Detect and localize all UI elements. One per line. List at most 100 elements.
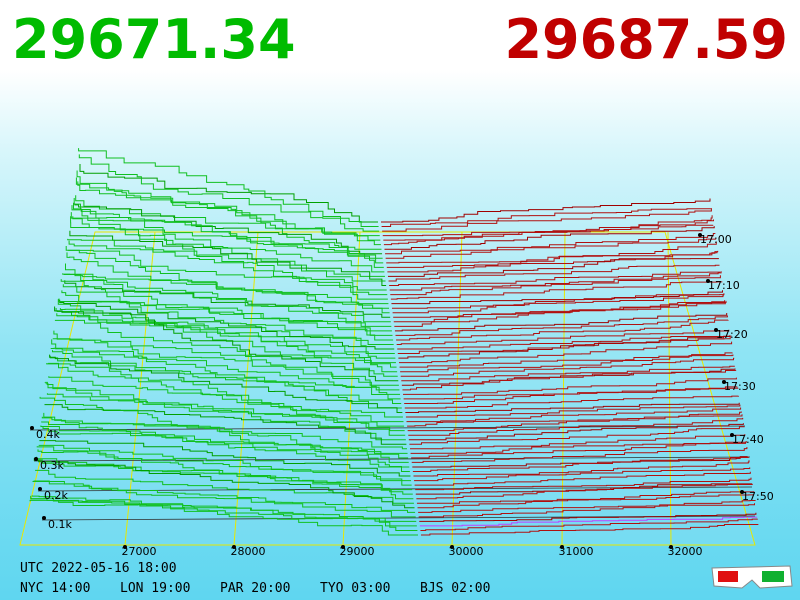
- tick-dot: [341, 545, 345, 549]
- ask-depth-line: [384, 226, 715, 250]
- floor-line: [667, 231, 672, 546]
- tick-dot: [42, 516, 46, 520]
- floor-line: [233, 231, 259, 546]
- bid-depth-line: [31, 495, 417, 522]
- ask-depth-line: [381, 198, 711, 223]
- bid-depth-line: [55, 308, 398, 373]
- ask-depth-line: [419, 512, 757, 522]
- ask-depth-line: [394, 300, 727, 327]
- bid-depth-line: [59, 299, 395, 350]
- bid-depth-line: [76, 170, 381, 241]
- ask-depth-line: [392, 293, 725, 314]
- ask-depth-line: [400, 354, 734, 373]
- bid-depth-line: [66, 252, 389, 305]
- bid-depth-line: [57, 310, 396, 364]
- ask-depth-line: [386, 241, 717, 264]
- ask-depth-line: [414, 471, 751, 486]
- bid-depth-line: [51, 339, 401, 400]
- bid-depth-line: [52, 338, 400, 391]
- bid-depth-line: [38, 444, 412, 482]
- ask-depth-line: [412, 456, 749, 472]
- bid-depth-line: [35, 459, 414, 500]
- time-label: 17:00: [700, 233, 732, 246]
- ask-depth-line: [383, 224, 714, 241]
- ask-depth-line: [381, 208, 712, 228]
- price-label: 29000: [340, 545, 375, 558]
- ask-depth-line: [416, 484, 753, 500]
- ask-depth-line: [416, 494, 754, 504]
- ask-depth-line: [392, 294, 724, 309]
- city-clock: NYC 14:00: [20, 581, 90, 596]
- price-label: 32000: [668, 545, 703, 558]
- ask-depth-line: [401, 365, 735, 382]
- ask-depth-line: [404, 395, 739, 409]
- ask-depth-line: [382, 208, 712, 232]
- bid-depth-line: [75, 177, 381, 246]
- tick-dot: [560, 545, 564, 549]
- ask-depth-line: [407, 414, 743, 432]
- depth-label: 0.2k: [44, 489, 68, 502]
- bid-depth-line: [70, 216, 386, 282]
- ask-depth-line: [415, 477, 752, 491]
- depth-line: [33, 456, 751, 462]
- ask-depth-line: [397, 336, 731, 355]
- ask-depth-line: [410, 442, 746, 454]
- bid-depth-line: [47, 362, 404, 423]
- ask-depth-line: [396, 319, 729, 341]
- bid-depth-line: [46, 363, 405, 432]
- bid-depth-line: [29, 499, 418, 536]
- bid-depth-line: [50, 347, 402, 404]
- city-clock: BJS 02:00: [420, 581, 490, 596]
- time-label: 17:40: [732, 433, 764, 446]
- ask-price: 29687.59: [504, 8, 788, 71]
- bid-depth-line: [33, 458, 415, 509]
- ask-depth-line: [412, 456, 748, 468]
- tick-dot: [706, 279, 710, 283]
- tick-dot: [669, 545, 673, 549]
- ask-depth-line: [413, 460, 750, 477]
- bid-depth-line: [30, 497, 417, 527]
- bid-depth-line: [33, 480, 416, 513]
- ask-depth-line: [390, 281, 723, 300]
- bid-depth-line: [44, 381, 406, 441]
- bid-depth-line: [79, 164, 378, 223]
- ask-depth-line: [385, 238, 717, 259]
- tick-dot: [232, 545, 236, 549]
- price-label: 27000: [122, 545, 157, 558]
- bid-depth-line: [67, 249, 388, 296]
- bid-depth-line: [53, 330, 399, 386]
- bid-depth-line: [41, 416, 409, 459]
- ask-depth-line: [402, 370, 737, 391]
- depth-label: 0.1k: [48, 518, 72, 531]
- ask-depth-line: [390, 271, 722, 296]
- bid-depth-line: [57, 299, 396, 359]
- bid-depth-line: [70, 212, 385, 277]
- ask-depth-line: [385, 233, 716, 255]
- tick-dot: [722, 380, 726, 384]
- bid-depth-line: [37, 449, 412, 486]
- time-label: 17:20: [716, 328, 748, 341]
- ask-depth-line: [408, 417, 744, 436]
- price-label: 30000: [449, 545, 484, 558]
- 3d-glasses: [711, 565, 793, 589]
- bid-depth-line: [35, 469, 414, 504]
- tick-dot: [730, 433, 734, 437]
- bid-depth-line: [78, 148, 380, 232]
- bid-depth-line: [60, 279, 394, 341]
- ask-depth-line: [418, 500, 756, 518]
- ask-depth-line: [387, 258, 719, 277]
- ask-depth-line: [407, 411, 742, 427]
- ask-depth-line: [411, 447, 748, 463]
- bid-depth-line: [65, 246, 390, 309]
- ask-depth-line: [405, 402, 740, 414]
- utc-time: UTC 2022-05-16 18:00: [20, 561, 177, 576]
- bid-depth-line: [67, 238, 388, 300]
- ask-depth-line: [386, 251, 718, 268]
- bid-depth-line: [65, 263, 390, 314]
- ask-depth-line: [389, 271, 721, 287]
- ask-depth-line: [398, 341, 733, 364]
- ask-depth-line: [411, 441, 747, 459]
- bid-depth-line: [63, 274, 391, 323]
- ask-depth-line: [389, 275, 721, 291]
- bid-depth-line: [30, 495, 418, 531]
